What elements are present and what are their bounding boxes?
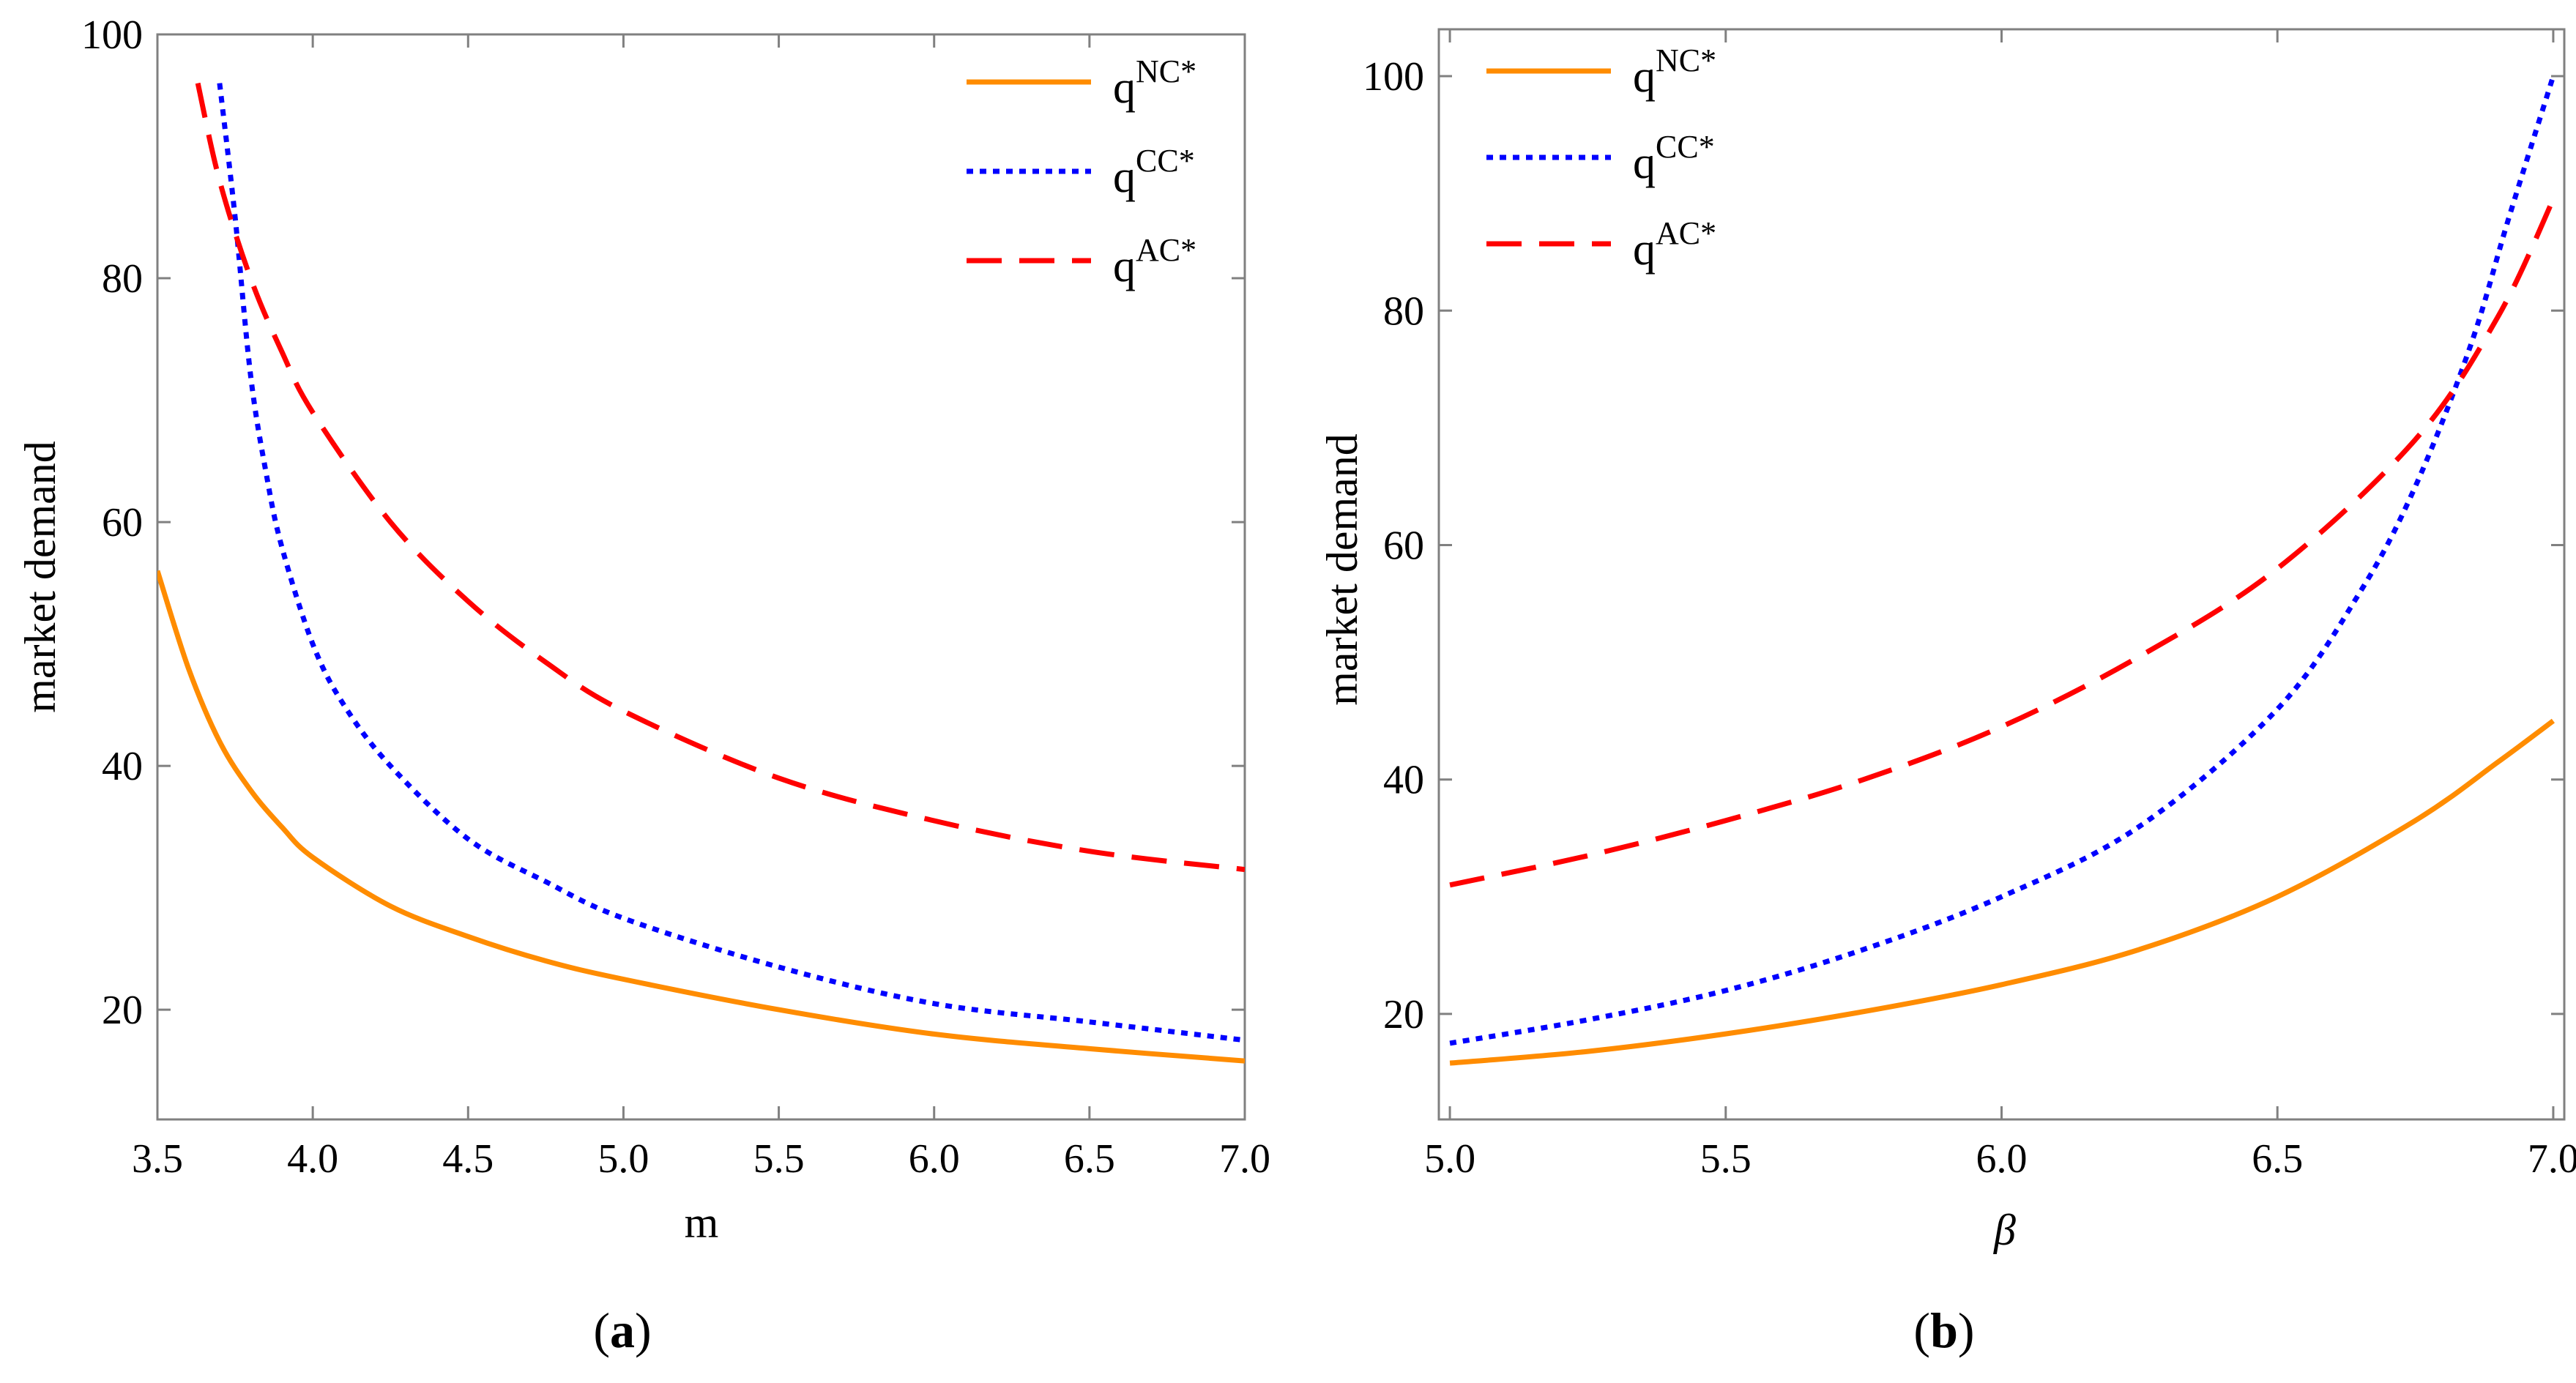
y-axis-label-a: market demand (16, 441, 64, 713)
series-line-cc-a (217, 83, 1245, 1043)
x-tick-label: 4.5 (442, 1136, 494, 1182)
y-tick-label: 100 (1363, 54, 1424, 100)
legend-entry: qCC* (1113, 143, 1195, 202)
legend-entry: qNC* (1633, 42, 1716, 102)
x-axis-label-a: m (685, 1199, 719, 1247)
x-tick-label: 5.0 (598, 1136, 649, 1182)
legend-entry: qNC* (1113, 53, 1196, 113)
y-tick-label: 60 (102, 500, 143, 545)
legend-entry: qCC* (1633, 129, 1715, 188)
x-tick-label: 5.5 (753, 1136, 805, 1182)
x-tick-label: 3.5 (132, 1136, 183, 1182)
legend-entry-base: q (1113, 242, 1136, 291)
legend-b: qNC*qCC*qAC* (1486, 42, 1716, 275)
plot-frame-a (156, 33, 1246, 1121)
x-axis-label-b: β (1993, 1206, 2016, 1254)
legend-entry-base: q (1633, 138, 1656, 188)
panel-label-b: b (1930, 1302, 1958, 1358)
x-tick-label: 7.0 (2528, 1136, 2576, 1182)
x-tick-label: 6.0 (909, 1136, 960, 1182)
x-tick-label: 5.0 (1424, 1136, 1475, 1182)
legend-entry-superscript: CC* (1656, 129, 1715, 165)
x-tick-label: 7.0 (1219, 1136, 1270, 1182)
chart-panel-a: 3.5 4.0 4.5 5.0 5.5 6.0 6.5 7.0 20 40 60 80 100 m m… (16, 12, 1270, 1358)
legend-entry: qAC* (1633, 215, 1716, 275)
panel-caption-b: (b) (1913, 1302, 1974, 1358)
series-line-cc-b (1449, 75, 2556, 1046)
y-tick-label: 20 (102, 988, 143, 1033)
x-tick-label: 6.0 (1976, 1136, 2028, 1182)
y-tick-label: 20 (1383, 992, 1424, 1037)
plot-frame-b (1437, 28, 2566, 1121)
legend-entry-superscript: AC* (1136, 232, 1196, 268)
panel-caption-a: (a) (593, 1302, 651, 1358)
legend-entry-base: q (1113, 63, 1136, 113)
series-line-ac-b (1449, 198, 2556, 888)
legend-entry: qAC* (1113, 232, 1196, 291)
legend-entry-base: q (1113, 152, 1136, 202)
y-tick-label: 100 (81, 12, 143, 58)
legend-entry-superscript: AC* (1656, 215, 1716, 251)
series-line-nc-b (1449, 718, 2555, 1066)
y-tick-label: 40 (1383, 758, 1424, 803)
panel-label-a: a (610, 1302, 635, 1358)
x-tick-label: 5.5 (1700, 1136, 1752, 1182)
chart-panel-b: 5.0 5.5 6.0 6.5 7.0 20 40 60 80 100 β market dem… (1318, 28, 2576, 1358)
y-tick-label: 60 (1383, 523, 1424, 568)
legend-entry-base: q (1633, 52, 1656, 102)
y-tick-label: 40 (102, 744, 143, 789)
legend-entry-superscript: NC* (1136, 53, 1196, 89)
legend-a: qNC*qCC*qAC* (967, 53, 1196, 291)
y-tick-label: 80 (102, 256, 143, 302)
y-axis-label-b: market demand (1318, 433, 1366, 706)
x-tick-label: 4.0 (287, 1136, 338, 1182)
legend-entry-base: q (1633, 225, 1656, 275)
x-tick-label: 6.5 (2252, 1136, 2303, 1182)
legend-entry-superscript: CC* (1136, 143, 1195, 179)
x-tick-label: 6.5 (1064, 1136, 1115, 1182)
series-line-ac-a (195, 82, 1245, 873)
y-tick-label: 80 (1383, 288, 1424, 334)
legend-entry-superscript: NC* (1656, 42, 1716, 78)
series-line-nc-a (157, 570, 1245, 1064)
